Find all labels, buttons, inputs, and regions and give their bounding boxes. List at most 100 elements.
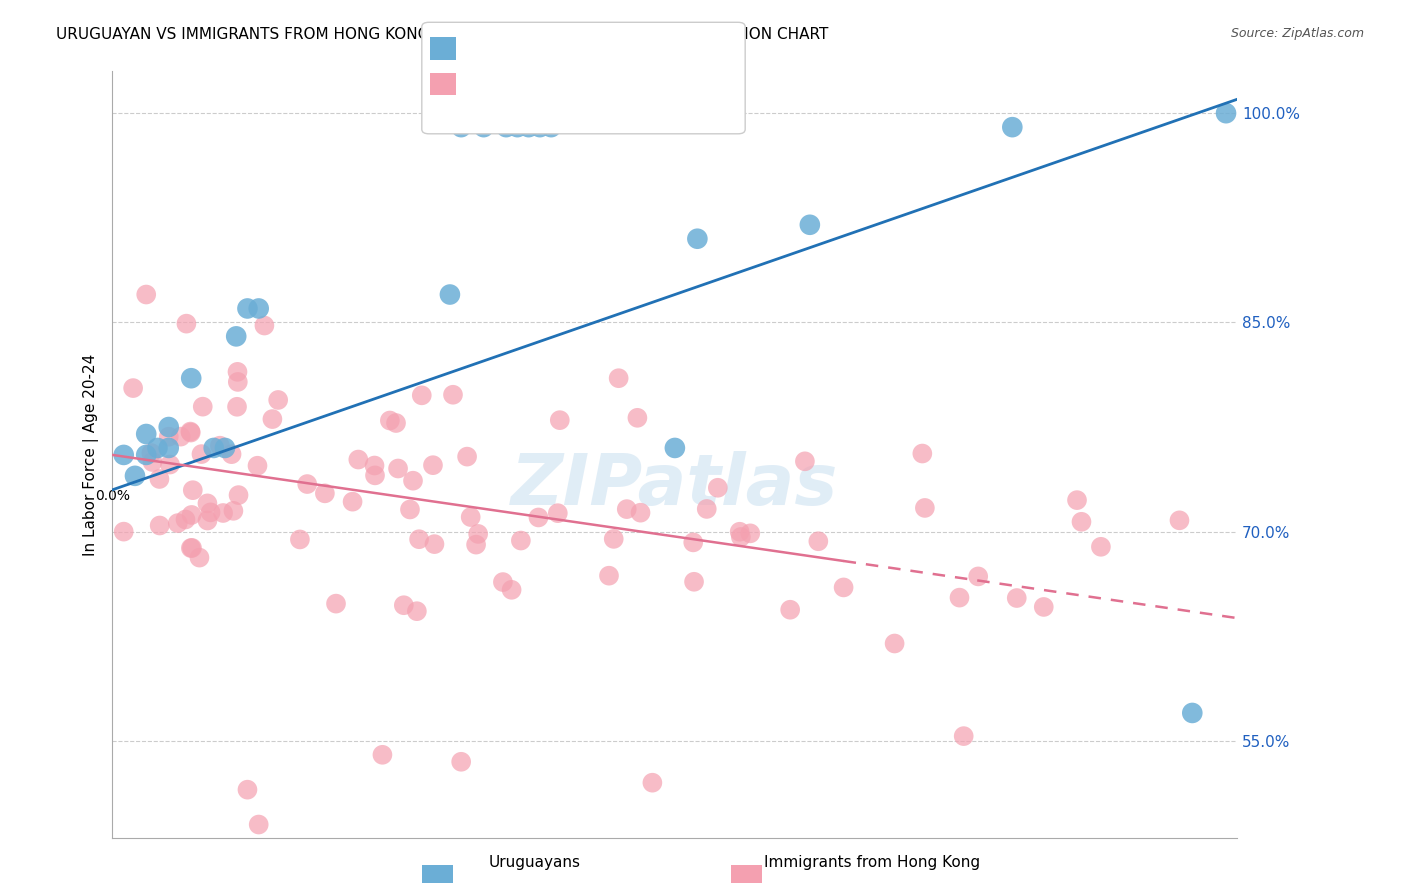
Point [422, 458, 444, 473]
Point [157, 420, 180, 434]
Text: 0.0%: 0.0% [96, 490, 129, 503]
Point [159, 458, 181, 472]
Point [246, 458, 269, 473]
Point [402, 474, 425, 488]
Point [630, 506, 652, 520]
Point [148, 472, 170, 486]
Point [1215, 106, 1237, 120]
Point [1168, 513, 1191, 527]
Point [342, 494, 364, 508]
Point [547, 506, 569, 520]
Point [626, 410, 648, 425]
Point [387, 461, 409, 475]
Point [226, 365, 249, 379]
Point [295, 477, 318, 491]
Point [325, 597, 347, 611]
Point [399, 502, 422, 516]
Point [967, 569, 990, 583]
Point [506, 120, 529, 135]
Point [378, 413, 401, 427]
Point [1005, 591, 1028, 605]
Point [236, 301, 259, 316]
Point [181, 541, 204, 555]
Point [423, 537, 446, 551]
Point [157, 430, 180, 444]
Point [707, 481, 730, 495]
Point [174, 512, 197, 526]
Point [212, 506, 235, 520]
Point [1032, 599, 1054, 614]
Point [170, 429, 193, 443]
Point [807, 534, 830, 549]
Point [392, 599, 415, 613]
Point [179, 425, 201, 439]
Point [911, 446, 934, 460]
Point [779, 603, 801, 617]
Text: N =: N = [553, 58, 586, 73]
Point [1090, 540, 1112, 554]
Point [540, 120, 562, 135]
Point [228, 488, 250, 502]
Point [460, 510, 482, 524]
Point [314, 486, 336, 500]
Point [190, 447, 212, 461]
Point [832, 581, 855, 595]
Point [222, 504, 245, 518]
Point [495, 120, 517, 135]
Point [527, 510, 550, 524]
Point [180, 541, 202, 555]
Point [236, 782, 259, 797]
Point [914, 500, 936, 515]
Point [740, 526, 762, 541]
Point [450, 755, 472, 769]
Point [247, 817, 270, 831]
Point [288, 533, 311, 547]
Point [221, 447, 243, 461]
Point [598, 568, 620, 582]
Point [141, 455, 163, 469]
Point [467, 527, 489, 541]
Point [197, 496, 219, 510]
Text: N =: N = [553, 94, 586, 109]
Text: -0.146: -0.146 [492, 94, 547, 109]
Point [226, 375, 249, 389]
Point [793, 454, 815, 468]
Text: R =: R = [443, 94, 477, 109]
Point [157, 441, 180, 455]
Point [1181, 706, 1204, 720]
Point [149, 518, 172, 533]
Point [214, 441, 236, 455]
Point [548, 413, 571, 427]
Point [135, 448, 157, 462]
Point [135, 427, 157, 442]
Point [112, 448, 135, 462]
Point [408, 532, 430, 546]
Point [603, 532, 626, 546]
Point [728, 524, 751, 539]
Point [641, 775, 664, 789]
Point [247, 301, 270, 316]
Point [347, 452, 370, 467]
Point [135, 287, 157, 301]
Point [492, 575, 515, 590]
Point [124, 468, 146, 483]
Point [948, 591, 970, 605]
Point [267, 392, 290, 407]
Text: Immigrants from Hong Kong: Immigrants from Hong Kong [763, 855, 980, 870]
Point [112, 524, 135, 539]
Point [517, 120, 540, 135]
Point [664, 441, 686, 455]
Point [146, 441, 169, 455]
Point [226, 400, 249, 414]
Point [683, 574, 706, 589]
Point [883, 636, 905, 650]
Point [188, 550, 211, 565]
Text: R =: R = [443, 58, 477, 73]
Point [529, 120, 551, 135]
Point [509, 533, 531, 548]
Point [501, 582, 523, 597]
Point [262, 412, 284, 426]
Point [682, 535, 704, 549]
Point [176, 317, 198, 331]
Point [197, 514, 219, 528]
